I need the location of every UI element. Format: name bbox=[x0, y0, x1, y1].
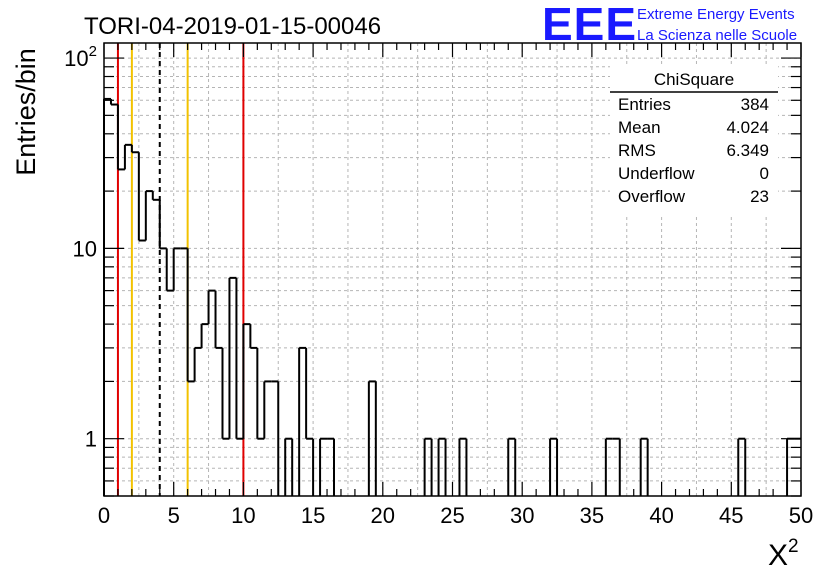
stats-row-value: 6.349 bbox=[726, 141, 769, 160]
x-tick-label: 5 bbox=[168, 503, 180, 528]
x-axis-title-base: X bbox=[768, 539, 788, 572]
chart-title: TORI-04-2019-01-15-00046 bbox=[84, 13, 381, 40]
stats-row-label: Overflow bbox=[618, 187, 686, 206]
stats-row-value: 384 bbox=[741, 95, 769, 114]
y-tick-label: 1 bbox=[85, 427, 97, 452]
stats-row-label: Mean bbox=[618, 118, 661, 137]
stats-row-value: 0 bbox=[760, 164, 769, 183]
x-axis-title: X2 bbox=[768, 536, 799, 572]
x-tick-label: 10 bbox=[231, 503, 255, 528]
x-tick-label: 50 bbox=[789, 503, 813, 528]
y-tick-label: 10 bbox=[73, 236, 97, 261]
logo-line-2: La Scienza nelle Scuole bbox=[637, 27, 797, 44]
x-tick-label: 0 bbox=[98, 503, 110, 528]
x-tick-label: 40 bbox=[649, 503, 673, 528]
x-tick-label: 35 bbox=[580, 503, 604, 528]
logo-line-1: Extreme Energy Events bbox=[637, 6, 795, 23]
grid-lines bbox=[104, 43, 801, 497]
x-tick-label: 15 bbox=[301, 503, 325, 528]
x-axis: 0 5 10 15 20 25 30 35 40 45 50 bbox=[98, 43, 813, 528]
y-axis: 1 10 102 bbox=[64, 43, 801, 497]
stats-rows: Entries 384 Mean 4.024 RMS 6.349 Underflow 0 Ove… bbox=[618, 95, 769, 206]
x-tick-label: 45 bbox=[719, 503, 743, 528]
stats-row-value: 4.024 bbox=[726, 118, 769, 137]
stats-box: ChiSquare Entries 384 Mean 4.024 RMS 6.349 Und… bbox=[610, 64, 778, 216]
y-tick-label: 102 bbox=[64, 43, 97, 71]
y-axis-title: Entries/bin bbox=[11, 48, 41, 176]
logo-mark: EEE bbox=[542, 0, 637, 50]
x-tick-label: 20 bbox=[371, 503, 395, 528]
stats-row-label: RMS bbox=[618, 141, 656, 160]
stats-row-value: 23 bbox=[750, 187, 769, 206]
eee-logo: EEE Extreme Energy Events La Scienza nel… bbox=[542, 0, 797, 50]
x-tick-label: 25 bbox=[440, 503, 464, 528]
stats-row-label: Entries bbox=[618, 95, 671, 114]
stats-row-label: Underflow bbox=[618, 164, 695, 183]
x-axis-title-superscript: 2 bbox=[788, 536, 799, 557]
stats-box-title: ChiSquare bbox=[654, 70, 734, 89]
x-tick-label: 30 bbox=[510, 503, 534, 528]
